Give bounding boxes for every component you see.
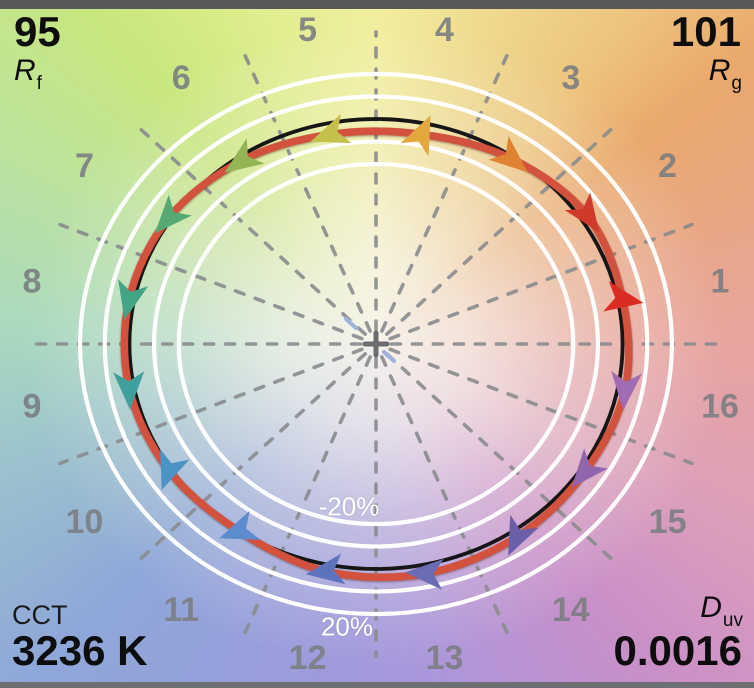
hue-bin-arrow-14 <box>508 514 539 556</box>
rf-metric: 95 Rf <box>14 8 61 95</box>
hue-bin-arrow-7 <box>154 194 192 234</box>
top-border-bar <box>0 0 754 9</box>
ring-120pct <box>77 71 675 617</box>
rf-label-symbol: R <box>14 54 36 88</box>
hue-bin-label-5: 5 <box>298 11 317 49</box>
hue-bin-label-4: 4 <box>435 11 454 49</box>
hue-spoke <box>380 355 509 635</box>
hue-bin-arrow-6 <box>224 138 265 173</box>
hue-spoke <box>132 121 367 336</box>
outer-ring-label: 20% <box>320 611 374 642</box>
hue-spoke <box>243 355 372 635</box>
inner-ring-label: -20% <box>318 491 380 522</box>
rg-label-subscript: g <box>731 73 742 95</box>
hue-bin-arrow-12 <box>305 553 346 585</box>
cct-metric: CCT 3236 K <box>12 599 148 674</box>
duv-metric: Duv 0.0016 <box>613 590 743 674</box>
hue-spoke <box>385 121 620 336</box>
ring-80pct <box>176 161 576 527</box>
hue-bin-label-9: 9 <box>23 387 42 425</box>
rg-label-symbol: R <box>708 54 731 88</box>
rf-label: Rf <box>14 54 61 95</box>
hue-bin-arrow-11 <box>219 510 261 540</box>
hue-spoke <box>243 53 372 333</box>
hue-spoke <box>385 352 620 567</box>
hue-bin-label-6: 6 <box>172 59 191 97</box>
chromaticity-tick <box>344 317 358 330</box>
hue-bin-arrow-16 <box>611 370 643 411</box>
hue-spoke <box>380 53 509 333</box>
hue-bin-label-2: 2 <box>658 147 677 185</box>
hue-bin-label-8: 8 <box>23 263 42 301</box>
duv-label-symbol: D <box>700 590 722 624</box>
bottom-border-bar <box>0 682 754 688</box>
hue-bin-arrow-9 <box>113 371 145 410</box>
duv-label: Duv <box>614 590 743 631</box>
hue-bin-label-3: 3 <box>561 59 580 97</box>
hue-bin-arrow-13 <box>405 558 444 590</box>
hue-bin-arrow-1 <box>603 280 644 312</box>
hue-bin-label-10: 10 <box>65 503 103 541</box>
cct-label: CCT <box>12 599 68 630</box>
hue-bin-label-12: 12 <box>289 639 327 677</box>
hue-bin-arrow-3 <box>488 135 528 173</box>
rf-value: 95 <box>14 8 61 55</box>
ring-90pct <box>151 139 601 549</box>
ring-110pct <box>102 94 650 594</box>
hue-bin-arrow-10 <box>160 449 190 491</box>
duv-value: 0.0016 <box>613 626 742 674</box>
hue-bin-label-14: 14 <box>552 591 590 629</box>
hue-bin-label-1: 1 <box>711 263 730 301</box>
hue-bin-label-7: 7 <box>75 147 94 185</box>
duv-label-subscript: uv <box>722 609 743 631</box>
rg-value: 101 <box>670 8 741 55</box>
rg-metric: 101 Rg <box>670 8 742 95</box>
chromaticity-tick <box>382 350 396 363</box>
hue-bin-label-11: 11 <box>163 591 199 629</box>
hue-bin-arrow-15 <box>571 448 608 488</box>
reference-circle <box>127 117 625 571</box>
hue-bin-arrow-8 <box>118 279 149 320</box>
hue-bin-label-15: 15 <box>649 503 687 541</box>
cct-value: 3236 K <box>12 626 148 674</box>
hue-bin-arrow-5 <box>310 114 352 144</box>
hue-spoke <box>132 352 367 567</box>
hue-bin-arrow-4 <box>400 115 431 157</box>
hue-bin-label-13: 13 <box>425 639 463 677</box>
rg-label: Rg <box>671 54 742 95</box>
rf-label-subscript: f <box>36 73 42 95</box>
hue-bin-arrow-2 <box>564 192 600 233</box>
hue-bin-label-16: 16 <box>701 387 739 425</box>
